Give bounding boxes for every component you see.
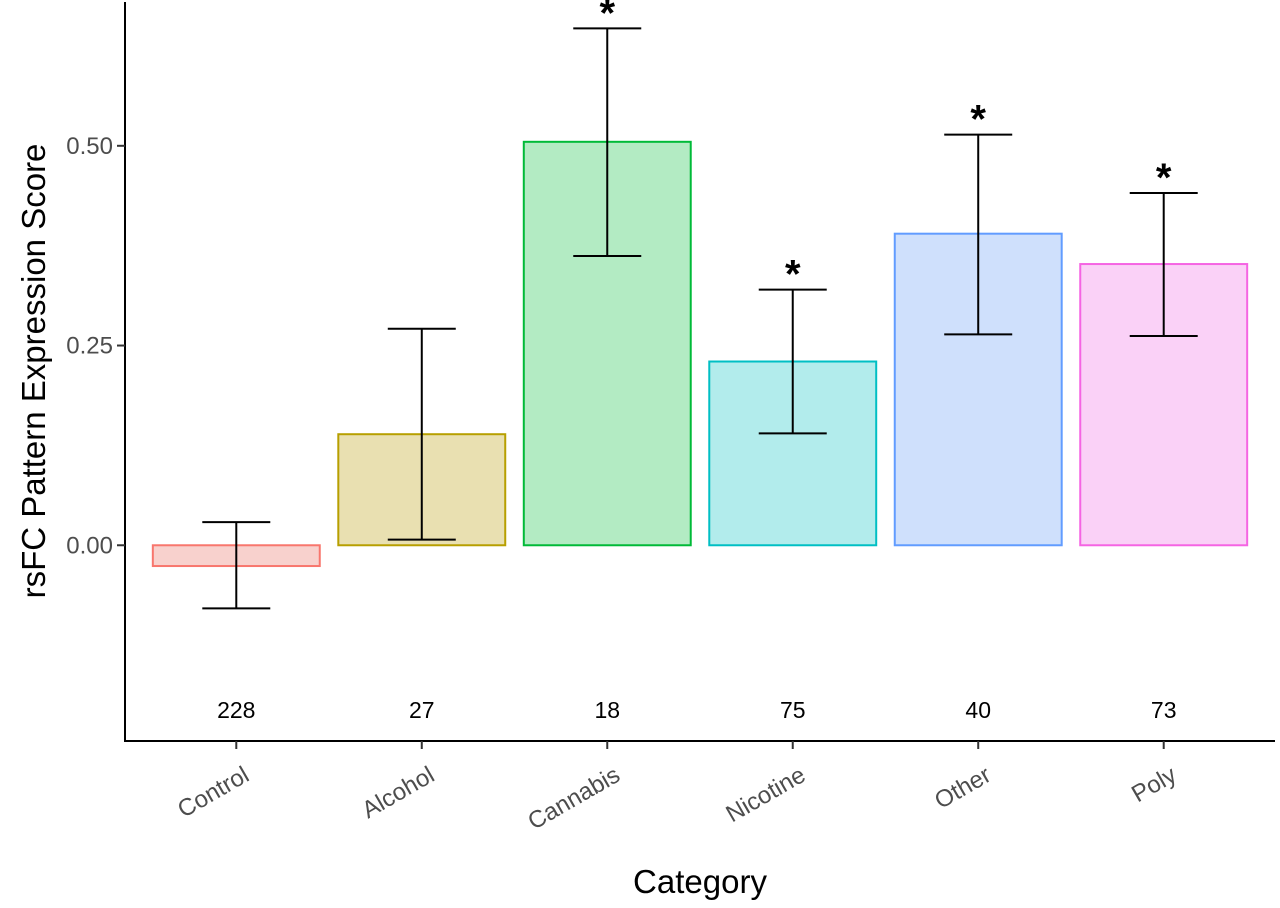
y-tick-label: 0.00 xyxy=(66,532,113,559)
x-tick-label-other: Other xyxy=(930,761,995,814)
x-tick-label-control: Control xyxy=(173,761,254,823)
error-bar-nicotine xyxy=(758,288,827,435)
error-bar-other xyxy=(944,133,1013,336)
x-tick-label-cannabis: Cannabis xyxy=(523,761,624,835)
count-label-control: 228 xyxy=(217,697,255,723)
labels-layer: 228 27 * 18 * 75 * 40 * 73 xyxy=(217,0,1176,723)
x-tick-label-poly: Poly xyxy=(1127,761,1181,808)
y-tick-label: 0.25 xyxy=(66,333,113,360)
x-tick-label-nicotine: Nicotine xyxy=(722,761,811,828)
count-label-other: 40 xyxy=(965,697,991,723)
y-axis-title: rsFC Pattern Expression Score xyxy=(15,144,52,599)
x-axis-title: Category xyxy=(633,863,767,900)
significance-marker-other: * xyxy=(970,98,986,142)
error-bars-layer xyxy=(202,27,1198,610)
significance-marker-nicotine: * xyxy=(785,253,801,297)
error-bar-control xyxy=(202,521,271,610)
count-label-poly: 73 xyxy=(1151,697,1177,723)
bars-layer xyxy=(151,140,1249,568)
error-bar-alcohol xyxy=(387,327,456,541)
error-bar-cannabis xyxy=(573,27,642,258)
significance-marker-cannabis: * xyxy=(599,0,615,35)
y-tick-label: 0.50 xyxy=(66,133,113,160)
x-tick-label-alcohol: Alcohol xyxy=(358,761,440,824)
error-bar-poly xyxy=(1129,191,1198,337)
count-label-alcohol: 27 xyxy=(409,697,435,723)
count-label-cannabis: 18 xyxy=(594,697,620,723)
significance-marker-poly: * xyxy=(1156,156,1172,200)
count-label-nicotine: 75 xyxy=(780,697,806,723)
